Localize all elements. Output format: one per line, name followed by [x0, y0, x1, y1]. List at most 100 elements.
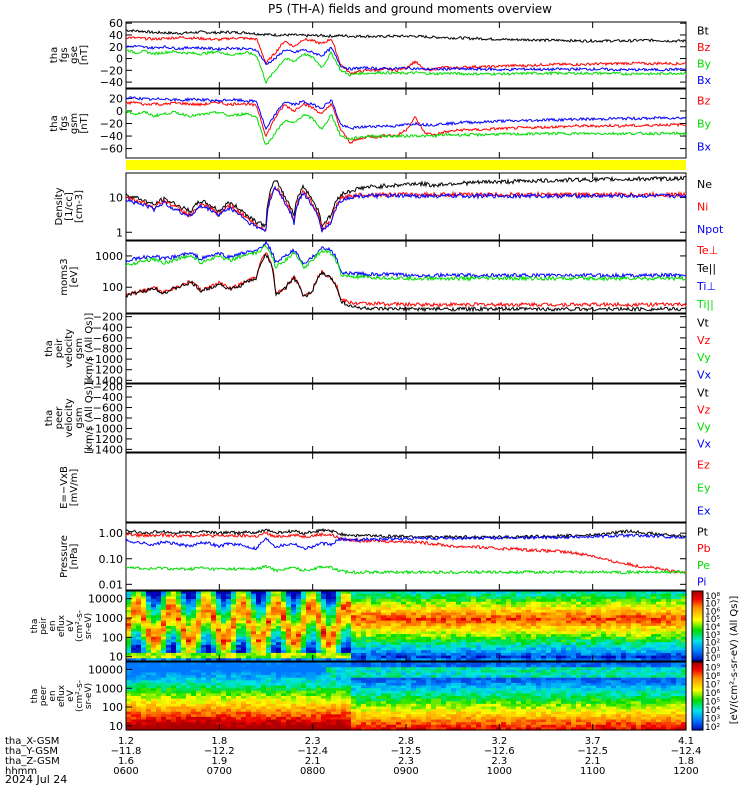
heat-cell	[301, 593, 307, 597]
heat-cell	[561, 591, 567, 595]
heat-cell	[356, 719, 362, 723]
heat-cell	[261, 628, 267, 632]
heat-cell	[501, 599, 507, 603]
heat-cell	[271, 677, 277, 681]
heat-cell	[551, 642, 557, 646]
heat-cell	[591, 609, 597, 614]
heat-cell	[521, 601, 527, 606]
heat-cell	[366, 680, 372, 684]
heat-cell	[296, 591, 302, 595]
heat-cell	[356, 623, 362, 627]
heat-cell	[231, 628, 237, 632]
heat-cell	[196, 719, 202, 723]
heat-cell	[531, 655, 537, 659]
heat-cell	[661, 617, 667, 622]
heat-cell	[211, 609, 217, 614]
heat-cell	[306, 672, 312, 676]
heat-cell	[226, 667, 232, 671]
heat-cell	[346, 634, 352, 638]
heat-cell	[206, 626, 212, 630]
heat-cell	[131, 596, 137, 600]
heat-cell	[166, 716, 172, 721]
heat-cell	[206, 685, 212, 689]
heat-cell	[601, 623, 607, 627]
heat-cell	[441, 601, 447, 606]
heat-cell	[211, 631, 217, 635]
colorbar-seg	[692, 612, 703, 615]
heat-cell	[556, 639, 562, 643]
heat-cell	[346, 690, 352, 694]
heat-cell	[326, 722, 332, 726]
heat-cell	[316, 626, 322, 630]
heat-cell	[331, 612, 337, 616]
heat-cell	[251, 615, 257, 619]
heat-cell	[326, 644, 332, 649]
heat-cell	[351, 650, 357, 654]
heat-cell	[361, 693, 367, 697]
heat-cell	[156, 615, 162, 619]
heat-cell	[491, 612, 497, 616]
heat-cell	[426, 617, 432, 622]
heat-cell	[596, 634, 602, 638]
heat-cell	[246, 628, 252, 632]
heat-cell	[281, 698, 287, 702]
heat-cell	[271, 680, 277, 684]
heat-cell	[431, 604, 437, 608]
heat-cell	[681, 593, 687, 597]
ylabel-line: peir	[39, 617, 49, 635]
heat-cell	[206, 644, 212, 649]
series-line-Bt	[125, 28, 687, 43]
heat-cell	[526, 620, 532, 624]
heat-cell	[506, 655, 512, 659]
heat-cell	[256, 596, 262, 600]
heat-cell	[331, 662, 337, 666]
heat-cell	[451, 636, 457, 641]
heat-cell	[356, 722, 362, 726]
heat-cell	[616, 647, 622, 651]
heat-cell	[171, 639, 177, 643]
heat-cell	[611, 617, 617, 622]
heat-cell	[631, 609, 637, 614]
heat-cell	[211, 680, 217, 684]
heat-cell	[351, 701, 357, 705]
heat-cell	[346, 601, 352, 606]
heat-cell	[356, 714, 362, 718]
heat-cell	[426, 620, 432, 624]
heat-cell	[326, 623, 332, 627]
heat-cell	[586, 601, 592, 606]
heat-cell	[326, 696, 332, 700]
heat-cell	[241, 620, 247, 624]
heat-cell	[211, 693, 217, 697]
heat-cell	[156, 623, 162, 627]
heat-cell	[331, 709, 337, 713]
heat-cell	[416, 724, 422, 728]
heat-cell	[591, 612, 597, 616]
heat-cell	[451, 591, 457, 595]
heat-cell	[136, 709, 142, 713]
heat-cell	[336, 664, 342, 668]
heat-cell	[396, 596, 402, 600]
heat-cell	[146, 727, 152, 731]
heat-cell	[191, 604, 197, 608]
ylabel-line: en	[48, 620, 58, 631]
heat-cell	[171, 711, 177, 715]
heat-cell	[321, 727, 327, 731]
heat-cell	[436, 682, 442, 687]
heat-cell	[601, 604, 607, 608]
heat-cell	[641, 617, 647, 622]
heat-cell	[241, 593, 247, 597]
heat-cell	[311, 601, 317, 606]
heat-cell	[176, 615, 182, 619]
heat-cell	[251, 664, 257, 668]
heat-cell	[216, 714, 222, 718]
heat-cell	[426, 642, 432, 646]
heat-cell	[621, 650, 627, 654]
heat-cell	[611, 593, 617, 597]
heat-cell	[311, 675, 317, 679]
heat-cell	[156, 672, 162, 676]
heat-cell	[176, 672, 182, 676]
heat-cell	[226, 607, 232, 611]
heat-cell	[426, 596, 432, 600]
heat-cell	[496, 623, 502, 627]
heat-cell	[211, 604, 217, 608]
